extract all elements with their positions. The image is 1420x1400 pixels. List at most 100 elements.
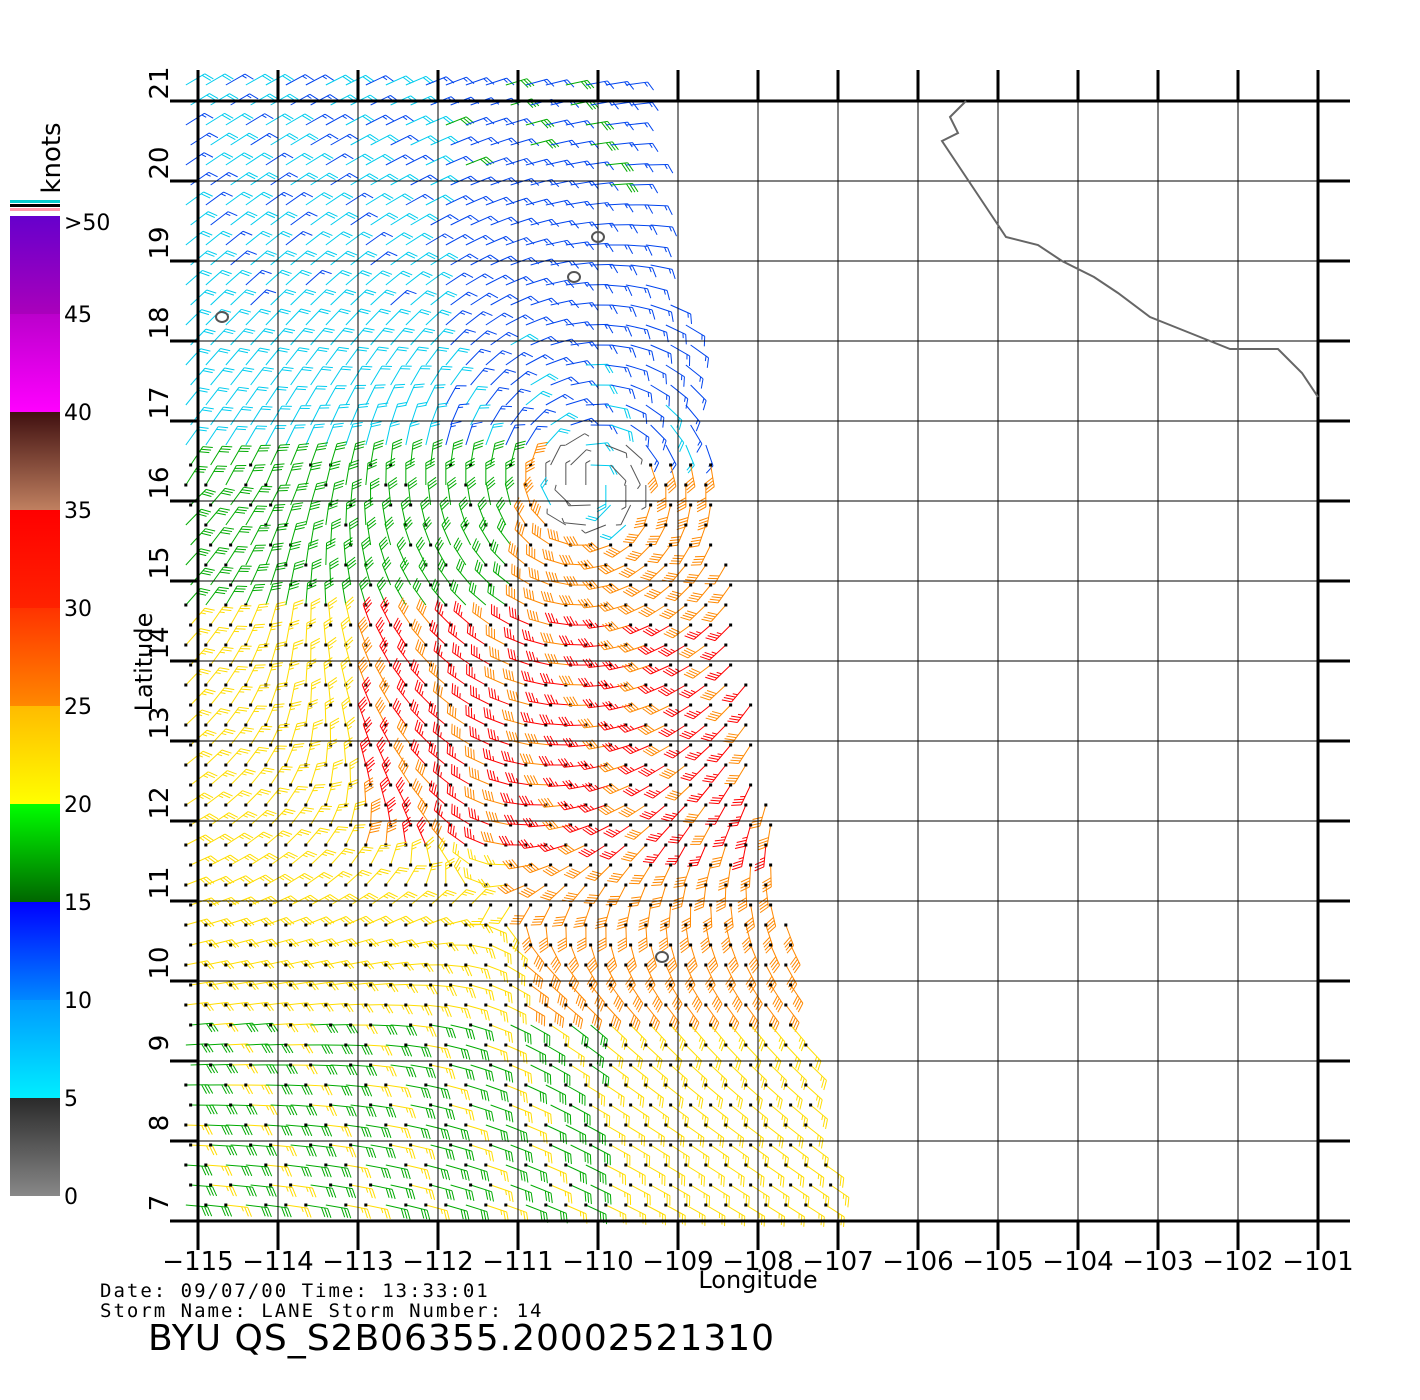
wind-barb [430,252,459,266]
wind-barb [647,463,659,494]
wind-barb [249,980,279,991]
wind-barb [700,723,728,742]
wind-barb [284,1203,312,1218]
wind-barb [582,619,613,629]
lon-tick-label: −101 [1282,1247,1353,1277]
wind-barb [583,883,608,904]
wind-barb [325,269,352,286]
wind-barb [384,867,410,887]
wind-barb [645,523,668,546]
wind-barb [325,538,336,566]
wind-barb [524,1003,546,1027]
wind-barb [390,1024,418,1036]
wind-barb [729,1023,746,1052]
wind-barb [544,1003,565,1028]
wind-barb [685,364,704,389]
wind-barb [245,308,271,326]
wind-barb [647,543,673,564]
wind-barb [358,696,368,727]
wind-barb [490,405,513,426]
lon-tick-label: −102 [1202,1247,1273,1277]
wind-barb [577,718,608,729]
wind-barb [625,364,650,382]
wind-barb [525,78,555,87]
wind-barb [529,1103,552,1125]
wind-barb [744,1083,763,1110]
wind-barb [599,843,628,860]
wind-barb [520,711,548,727]
wind-barb [513,497,528,527]
wind-barb [684,1083,704,1109]
wind-barb [661,563,688,583]
wind-barb [602,621,633,632]
wind-barb [689,1063,708,1090]
wind-barb [343,537,354,567]
wind-barb [424,861,443,887]
wind-barb [509,1103,533,1124]
wind-barb [582,782,613,792]
wind-barb [385,1204,411,1220]
wind-barb [290,211,318,226]
wind-barb [395,776,408,807]
wind-barb [724,1043,742,1071]
wind-barb [330,327,355,346]
wind-barb [645,404,665,428]
wind-barb [451,723,473,747]
wind-barb [269,808,296,827]
wind-barb [744,963,757,994]
wind-barb [731,783,753,806]
wind-barb [666,943,678,974]
wind-barb [410,401,428,426]
wind-barb [269,522,289,547]
wind-barb [450,579,467,606]
wind-barb [649,1183,671,1206]
wind-barb [464,1123,490,1142]
wind-barb [489,646,513,667]
wind-barb [381,556,392,586]
wind-barb [369,844,391,867]
wind-barb [305,1164,332,1178]
wind-barb [270,289,297,306]
wind-barb [625,543,653,562]
wind-barb [789,943,801,974]
wind-barb [470,367,495,386]
wind-barb [502,668,528,687]
wind-barb [721,683,748,703]
wind-barb [225,506,249,526]
wind-barb [224,706,249,727]
wind-barb [656,483,668,513]
wind-barb [690,543,713,566]
wind-barb [324,697,335,727]
wind-barb [224,1083,254,1095]
wind-barb [432,721,453,747]
wind-barb [428,741,448,767]
wind-barb [325,308,351,326]
wind-barb [244,1123,273,1136]
wind-barb [350,134,379,146]
wind-barb [617,642,648,653]
wind-barb [590,344,618,355]
wind-barb [637,923,648,953]
wind-barb [245,347,270,366]
wind-barb [245,269,272,286]
wind-barb [344,824,366,847]
wind-barb [673,863,693,888]
wind-barb [369,1103,397,1118]
wind-barb [325,192,354,206]
wind-barb [525,158,555,167]
wind-barb [410,252,438,266]
wind-barb [405,271,433,286]
wind-barb [469,1143,494,1162]
wind-barb [305,423,325,446]
wind-barb [310,366,333,386]
wind-barb [244,583,266,607]
wind-barb [210,211,238,226]
wind-barb [244,705,267,727]
wind-barb [310,519,324,546]
wind-barb [569,1063,590,1087]
colorbar-band [10,804,60,902]
wind-barb [304,1043,334,1054]
wind-barb [309,761,328,787]
wind-barb [640,563,668,581]
wind-barb [264,463,285,487]
